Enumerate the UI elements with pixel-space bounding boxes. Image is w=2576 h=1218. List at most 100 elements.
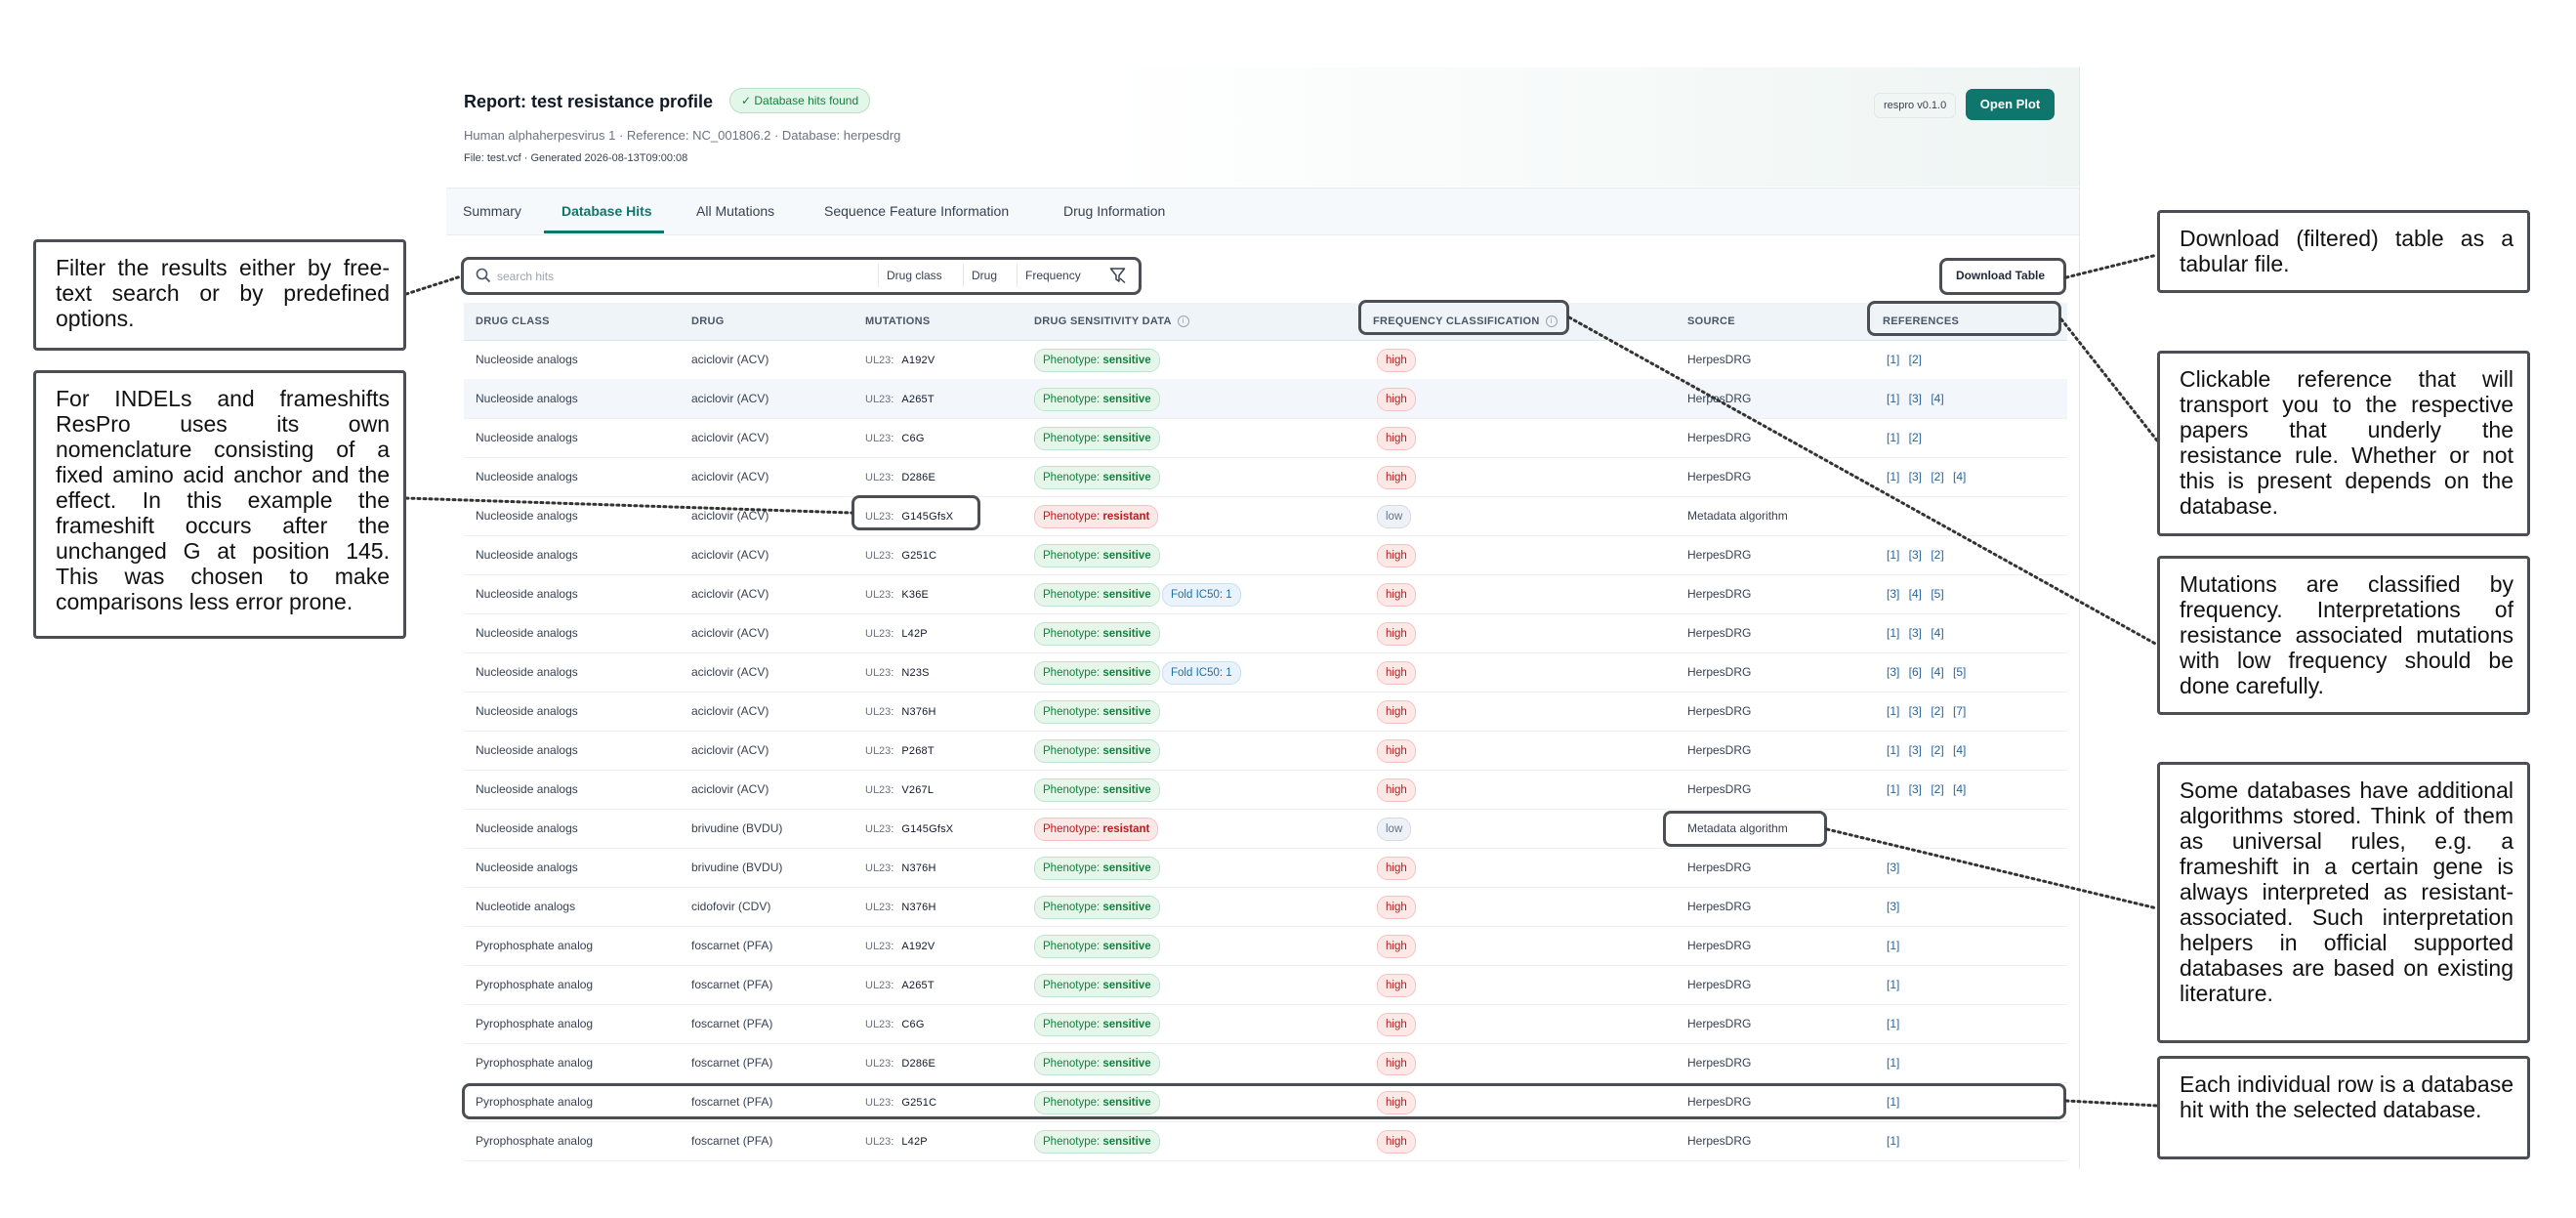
column-header-source[interactable]: SOURCE [1687,315,1735,327]
reference-links[interactable]: [1] [1887,939,1900,952]
frequency-badge: high [1377,349,1416,372]
table-row[interactable]: Nucleoside analogs aciclovir (ACV) UL23: A2… [464,379,2067,419]
table-row[interactable]: Nucleoside analogs aciclovir (ACV) UL23: N2… [464,652,2067,693]
phenotype-label: Phenotype: [1043,1097,1101,1109]
gene-label: UL23: [865,1058,894,1070]
info-icon[interactable]: i [1177,315,1189,327]
table-row[interactable]: Nucleoside analogs aciclovir (ACV) UL23: P2… [464,731,2067,771]
cell-drug: aciclovir (ACV) [691,548,769,562]
reference-links[interactable]: [3] [1887,861,1900,874]
phenotype-badge: Phenotype: sensitive [1034,739,1160,763]
reference-links[interactable]: [1] [3] [4] [1887,626,1944,640]
source-highlight-box [1663,811,1827,847]
tab-bar: Summary Database Hits All Mutations Sequ… [446,188,2079,235]
reference-links[interactable]: [3] [4] [5] [1887,587,1944,601]
mutation-label: L42P [901,1136,928,1148]
phenotype-label: Phenotype: [1043,394,1101,405]
table-row[interactable]: Nucleoside analogs brivudine (BVDU) UL23: N… [464,848,2067,888]
table-row[interactable]: Nucleoside analogs aciclovir (ACV) UL23: C6… [464,418,2067,458]
column-header-frequency[interactable]: FREQUENCY CLASSIFICATION i [1373,315,1558,327]
table-row[interactable]: Pyrophosphate analog foscarnet (PFA) UL23:… [464,1004,2067,1044]
table-row[interactable]: Nucleoside analogs aciclovir (ACV) UL23: V2… [464,770,2067,810]
table-row[interactable]: Pyrophosphate analog foscarnet (PFA) UL23:… [464,965,2067,1005]
cell-mutation: UL23: G251C [865,1095,936,1109]
reference-links[interactable]: [1] [2] [1887,431,1923,444]
reference-links[interactable]: [1] [1887,1134,1900,1148]
reference-links[interactable]: [1] [3] [4] [1887,392,1944,405]
frequency-badge: high [1377,427,1416,450]
tab-summary[interactable]: Summary [463,203,521,219]
open-plot-button[interactable]: Open Plot [1966,89,2055,120]
mutation-label: N376H [901,706,936,718]
cell-drug: foscarnet (PFA) [691,939,773,952]
drug-filter[interactable]: Drug [963,264,1005,287]
table-row[interactable]: Nucleoside analogs aciclovir (ACV) UL23: L4… [464,613,2067,653]
frequency-badge: high [1377,544,1416,567]
cell-drug-class: Nucleoside analogs [476,431,578,444]
frequency-badge: high [1377,661,1416,685]
column-header-drug[interactable]: DRUG [691,315,725,327]
table-row[interactable]: Nucleoside analogs aciclovir (ACV) UL23: A1… [464,340,2067,380]
filter-icon[interactable] [1109,267,1126,283]
gene-label: UL23: [865,902,894,913]
table-row[interactable]: Pyrophosphate analog foscarnet (PFA) UL23:… [464,1121,2067,1161]
search-input[interactable] [495,264,870,289]
drug-class-filter[interactable]: Drug class [878,264,950,287]
phenotype-label: Phenotype: [1043,745,1101,757]
reference-links[interactable]: [1] [1887,1017,1900,1030]
reference-links[interactable]: [1] [3] [2] [4] [1887,470,1967,483]
download-table-button[interactable]: Download Table [1955,269,2046,282]
reference-links[interactable]: [1] [3] [2] [4] [1887,743,1967,757]
tab-all-mutations[interactable]: All Mutations [696,203,775,219]
info-icon[interactable]: i [1545,315,1558,327]
cell-drug: aciclovir (ACV) [691,743,769,757]
mutation-label: G251C [901,1097,937,1109]
column-header-drug-sensitivity[interactable]: DRUG SENSITIVITY DATA i [1034,315,1189,327]
reference-links[interactable]: [1] [1887,978,1900,991]
tab-sequence-feature-information[interactable]: Sequence Feature Information [824,203,1010,219]
gene-label: UL23: [865,1019,894,1030]
cell-source: HerpesDRG [1687,548,1752,562]
table-row[interactable]: Nucleotide analogs cidofovir (CDV) UL23: N3… [464,887,2067,927]
cell-drug: aciclovir (ACV) [691,392,769,405]
gene-label: UL23: [865,980,894,991]
phenotype-label: Phenotype: [1043,902,1101,913]
cell-drug-class: Nucleoside analogs [476,353,578,366]
tab-database-hits[interactable]: Database Hits [561,203,652,219]
reference-links[interactable]: [1] [1887,1056,1900,1070]
cell-mutation: UL23: N376H [865,900,936,913]
reference-links[interactable]: [1] [3] [2] [4] [1887,782,1967,796]
table-row[interactable]: Nucleoside analogs brivudine (BVDU) UL23: G… [464,809,2067,849]
cell-source: HerpesDRG [1687,431,1752,444]
column-header-mutations[interactable]: MUTATIONS [865,315,931,327]
table-row[interactable]: Nucleoside analogs aciclovir (ACV) UL23: K3… [464,574,2067,614]
cell-source: HerpesDRG [1687,1056,1752,1070]
cell-drug-class: Nucleoside analogs [476,548,578,562]
tab-drug-information[interactable]: Drug Information [1063,203,1166,219]
table-row[interactable]: Nucleoside analogs aciclovir (ACV) UL23: G1… [464,496,2067,536]
phenotype-badge: Phenotype: sensitive [1034,544,1160,567]
gene-label: UL23: [865,628,894,640]
table-row[interactable]: Pyrophosphate analog foscarnet (PFA) UL23:… [464,926,2067,966]
frequency-badge: high [1377,1130,1416,1154]
reference-links[interactable]: [1] [2] [1887,353,1923,366]
frequency-badge: high [1377,583,1416,607]
reference-links[interactable]: [3] [1887,900,1900,913]
table-row[interactable]: Nucleoside analogs aciclovir (ACV) UL23: N3… [464,692,2067,732]
cell-drug-class: Nucleoside analogs [476,665,578,679]
phenotype-value: sensitive [1102,862,1151,874]
cell-drug-class: Pyrophosphate analog [476,1095,594,1109]
table-row[interactable]: Nucleoside analogs aciclovir (ACV) UL23: D2… [464,457,2067,497]
reference-links[interactable]: [1] [1887,1095,1900,1109]
phenotype-value: resistant [1102,511,1150,523]
table-row[interactable]: Nucleoside analogs aciclovir (ACV) UL23: G2… [464,535,2067,575]
table-row[interactable]: Pyrophosphate analog foscarnet (PFA) UL23:… [464,1043,2067,1083]
reference-links[interactable]: [3] [6] [4] [5] [1887,665,1967,679]
report-header: Report: test resistance profile ✓ Databa… [446,67,2079,187]
report-meta-organism: Human alphaherpesvirus 1 · Reference: NC… [464,128,901,143]
column-header-drug-class[interactable]: DRUG CLASS [476,315,550,327]
frequency-filter[interactable]: Frequency [1017,264,1089,287]
table-row[interactable]: Pyrophosphate analog foscarnet (PFA) UL23:… [464,1082,2067,1122]
reference-links[interactable]: [1] [3] [2] [7] [1887,704,1967,718]
reference-links[interactable]: [1] [3] [2] [1887,548,1944,562]
